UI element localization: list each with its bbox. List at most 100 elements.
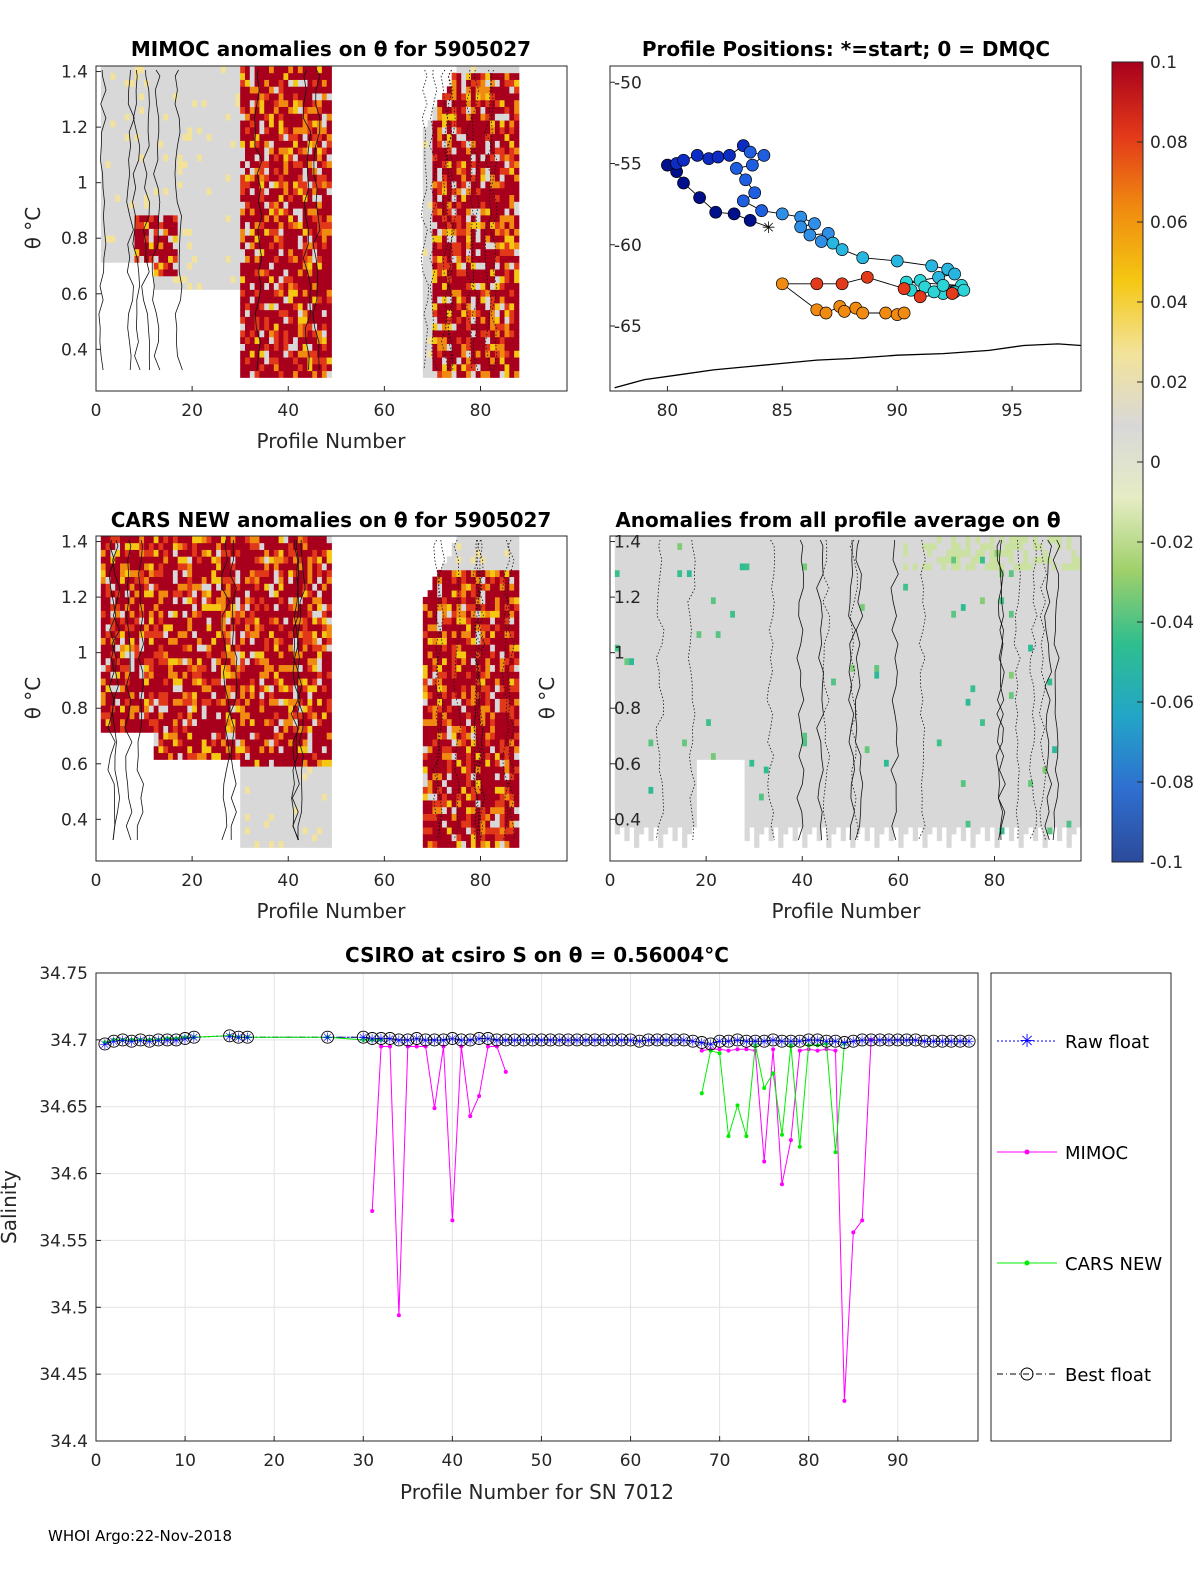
heatmap-cell — [182, 556, 188, 564]
heatmap-cell — [321, 343, 328, 351]
heatmap-cell — [422, 766, 429, 774]
heatmap-cell — [504, 72, 510, 80]
heatmap-cell — [269, 120, 275, 128]
heatmap-cell — [297, 106, 304, 114]
heatmap-cell — [259, 316, 265, 324]
heatmap-cell — [470, 140, 477, 148]
heatmap-cell — [470, 343, 477, 351]
heatmap-cell — [187, 590, 193, 598]
heatmap-cell — [442, 712, 448, 720]
heatmap-cell — [321, 86, 328, 94]
heatmap-cell — [451, 725, 457, 733]
heatmap-cell — [182, 583, 188, 591]
heatmap-cell — [321, 296, 328, 304]
heatmap-cell — [158, 752, 164, 760]
heatmap-cell — [302, 624, 308, 632]
heatmap-cell — [206, 603, 212, 611]
heatmap-cell — [105, 72, 111, 80]
heatmap-cell — [509, 106, 515, 114]
heatmap-cell — [115, 691, 121, 699]
heatmap-cell — [326, 603, 332, 611]
heatmap-cell — [288, 603, 294, 611]
heatmap-cell — [514, 255, 520, 263]
heatmap-cell — [124, 154, 131, 162]
heatmap-cell — [211, 732, 217, 740]
heatmap-cell — [177, 556, 183, 564]
heatmap-cell — [278, 187, 284, 196]
heatmap-cell — [182, 536, 188, 544]
heatmap-cell — [288, 282, 294, 290]
heatmap-cell — [144, 657, 150, 666]
heatmap-cell — [144, 79, 150, 87]
heatmap-cell — [110, 93, 116, 101]
heatmap-cell — [249, 99, 256, 108]
heatmap-cell — [442, 678, 448, 686]
heatmap-cell — [158, 133, 164, 141]
heatmap-cell — [115, 603, 121, 611]
heatmap-cell — [144, 610, 150, 618]
heatmap-cell — [432, 596, 438, 605]
heatmap-cell — [177, 160, 183, 168]
heatmap-cell — [177, 147, 183, 155]
heatmap-cell — [269, 282, 275, 290]
heatmap-cell — [422, 309, 429, 317]
heatmap-cell — [187, 745, 193, 754]
heatmap-cell — [278, 167, 284, 175]
heatmap-cell — [244, 269, 251, 277]
heatmap-cell — [269, 296, 275, 304]
heatmap-cell — [422, 187, 429, 196]
float-position-marker — [723, 149, 736, 162]
heatmap-cell — [120, 66, 126, 74]
heatmap-cell — [134, 624, 140, 632]
heatmap-cell — [480, 330, 486, 338]
heatmap-cell — [437, 772, 443, 781]
heatmap-cell — [422, 296, 429, 304]
heatmap-cell — [182, 698, 188, 706]
heatmap-cell — [230, 718, 236, 726]
heatmap-cell — [302, 140, 308, 148]
heatmap-cell — [196, 72, 203, 80]
heatmap-cell — [264, 617, 270, 625]
heatmap-cell — [509, 343, 515, 351]
profile-positions-panel: Profile Positions: *=start; 0 = DMQC ✳ 8… — [609, 37, 1082, 421]
heatmap-cell — [158, 725, 164, 733]
heatmap-cell — [326, 174, 332, 182]
heatmap-cell — [288, 242, 294, 250]
heatmap-cell — [293, 106, 299, 114]
heatmap-cell — [240, 316, 246, 324]
heatmap-cell — [115, 208, 121, 216]
heatmap-cell — [475, 72, 481, 80]
heatmap-cell — [220, 208, 227, 216]
heatmap-cell — [240, 536, 246, 544]
heatmap-cell — [249, 664, 256, 672]
heatmap-cell — [264, 330, 270, 338]
heatmap-cell — [278, 806, 284, 814]
heatmap-cell — [120, 583, 126, 591]
heatmap-cell — [158, 698, 164, 706]
heatmap-cell — [485, 194, 491, 202]
heatmap-cell — [312, 542, 318, 550]
heatmap-cell — [317, 262, 323, 270]
heatmap-cell — [273, 759, 280, 767]
heatmap-cell — [240, 563, 246, 571]
heatmap-cell — [432, 214, 438, 223]
heatmap-cell — [293, 201, 299, 209]
heatmap-cell — [461, 793, 467, 801]
heatmap-cell — [451, 576, 457, 584]
heatmap-cell — [206, 214, 212, 223]
heatmap-cell — [240, 712, 246, 720]
heatmap-cell — [278, 363, 284, 372]
heatmap-cell — [249, 779, 256, 787]
heatmap-cell — [273, 617, 280, 625]
heatmap-cell — [422, 745, 429, 754]
heatmap-cell — [153, 66, 159, 74]
heatmap-cell — [312, 637, 318, 645]
heatmap-cell — [192, 160, 198, 168]
heatmap-cell — [269, 617, 275, 625]
heatmap-cell — [264, 262, 270, 270]
heatmap-cell — [105, 698, 111, 706]
heatmap-cell — [475, 350, 481, 358]
heatmap-cell — [105, 154, 111, 162]
heatmap-cell — [249, 86, 256, 94]
heatmap-cell — [206, 194, 212, 202]
